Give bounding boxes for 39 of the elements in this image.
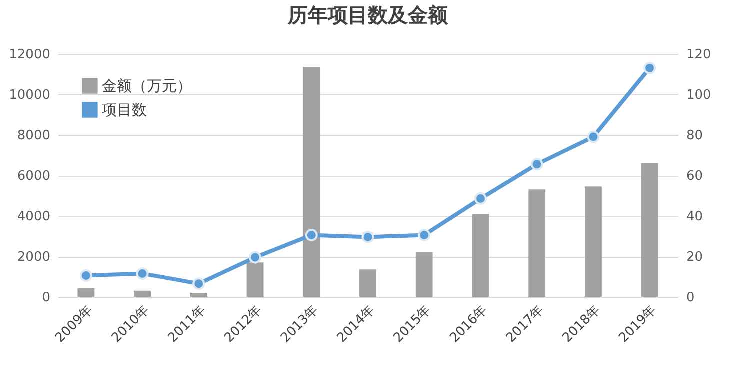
bar (246, 262, 264, 297)
y-tick-label: 10000 (9, 88, 50, 103)
point (530, 158, 544, 171)
bar (641, 163, 658, 297)
y2-tick-label: 100 (686, 88, 712, 103)
bar (416, 252, 433, 297)
point (192, 278, 206, 290)
bar (528, 190, 546, 297)
y-tick-label: 4000 (17, 210, 50, 224)
point (644, 62, 656, 74)
point (136, 267, 149, 280)
point (305, 229, 318, 242)
y-tick-label: 6000 (17, 169, 50, 184)
point (418, 229, 431, 242)
legend-label: 金额（万元） (102, 77, 192, 95)
point (587, 130, 600, 144)
y2-tick-label: 120 (686, 48, 712, 62)
y-tick-label: 12000 (9, 48, 50, 62)
point (362, 231, 374, 244)
y2-tick-label: 60 (686, 169, 704, 184)
bar (190, 292, 208, 297)
legend-label: 项目数 (102, 101, 147, 119)
y-tick-label: 2000 (17, 250, 50, 265)
bar (303, 67, 320, 297)
chart-title: 历年项目数及金额 (287, 3, 449, 27)
bar (134, 290, 151, 297)
y2-tick-label: 40 (686, 210, 704, 224)
y2-tick-label: 0 (686, 290, 695, 306)
point (249, 251, 262, 264)
bar (78, 288, 95, 297)
point (474, 192, 487, 206)
y2-tick-label: 20 (686, 250, 704, 265)
bar (472, 214, 490, 297)
bar (585, 186, 602, 297)
y-tick-label: 0 (42, 290, 50, 306)
y-tick-label: 8000 (17, 128, 50, 144)
point (80, 270, 92, 282)
bar (360, 270, 376, 297)
y2-tick-label: 80 (686, 128, 704, 144)
